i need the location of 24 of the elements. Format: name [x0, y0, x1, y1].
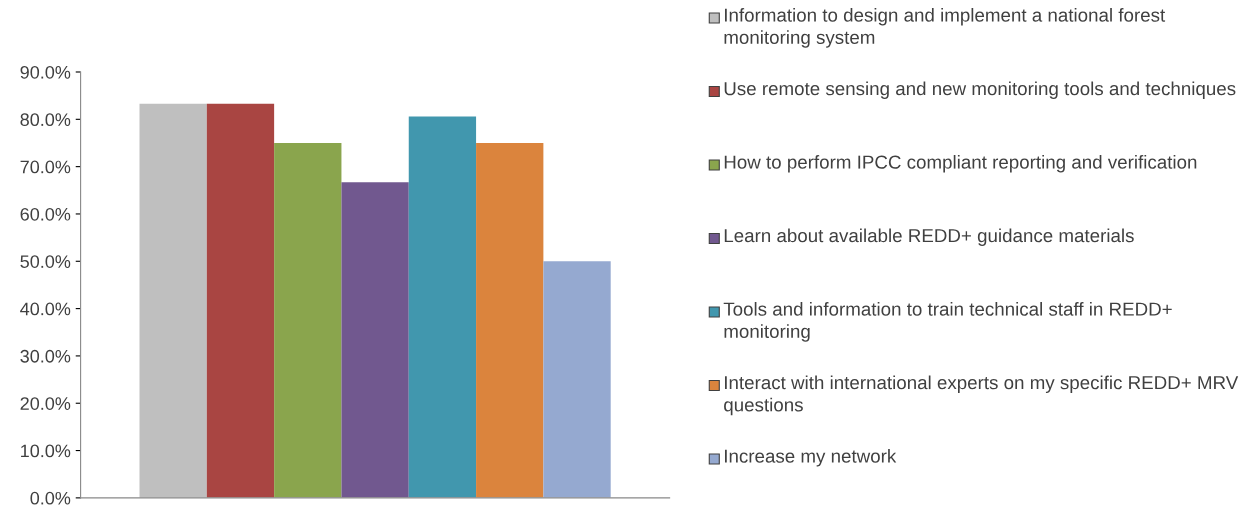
bar [476, 142, 544, 498]
bar [543, 261, 611, 498]
y-tick-label: 0.0% [30, 491, 71, 505]
legend-label: How to perform IPCC compliant reporting and verification [724, 155, 1197, 173]
y-tick-label: 80.0% [20, 113, 71, 127]
y-tick-label: 10.0% [21, 444, 71, 458]
legend-label: Learn about available REDD+ guidance materials [724, 228, 1134, 246]
y-tick-label: 30.0% [20, 349, 71, 363]
bar [139, 103, 207, 498]
legend-label: Information to design and implement a national forest monitoring system [724, 8, 1166, 48]
y-tick-label: 90.0% [20, 65, 71, 79]
legend-label: Use remote sensing and new monitoring tools and techniques [724, 81, 1236, 99]
legend-label: Tools and information to train technical staff in REDD+ monitoring [723, 302, 1172, 342]
y-tick-label: 50.0% [20, 255, 71, 268]
y-tick-label: 60.0% [20, 207, 71, 221]
y-tick-label: 70.0% [20, 160, 71, 174]
bar [274, 142, 342, 498]
bar [408, 116, 477, 498]
legend-label: Increase my network [725, 449, 897, 467]
y-tick-label: 40.0% [20, 302, 71, 316]
bar [341, 182, 409, 498]
legend-label: Interact with international experts on my specific REDD+ MRV questions [724, 375, 1239, 416]
bar [206, 103, 275, 498]
y-tick-label: 20.0% [20, 397, 71, 410]
